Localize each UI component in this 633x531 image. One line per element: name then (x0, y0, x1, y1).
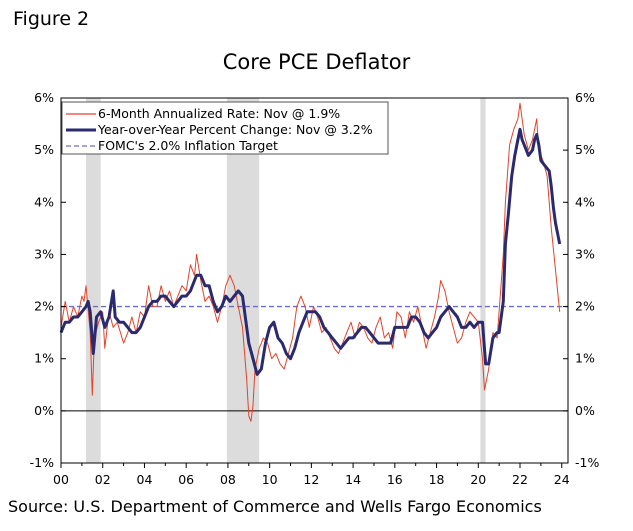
y-axis-right: 6% 5% 4% 3% 2% 1% 0% -1% (563, 90, 599, 470)
chart-title: Core PCE Deflator (222, 50, 411, 74)
legend-box (61, 101, 389, 155)
x-tick-label: 00 (53, 472, 69, 487)
recession-shading (86, 98, 486, 463)
x-tick-label: 02 (95, 472, 111, 487)
y-tick-right-label: 4% (575, 194, 595, 209)
y-tick-left-label: 1% (34, 351, 54, 366)
figure-label: Figure 2 (13, 8, 90, 30)
y-tick-left-label: 4% (34, 194, 54, 209)
y-tick-left-label: 0% (34, 403, 54, 418)
recession-band-0 (86, 98, 101, 463)
y-tick-right-label: 0% (575, 403, 595, 418)
x-axis: 00 02 04 06 08 10 12 14 16 18 20 22 24 (53, 463, 570, 487)
x-tick-label: 14 (345, 472, 361, 487)
y-tick-right-label: 5% (575, 142, 595, 157)
y-tick-left-label: 3% (34, 246, 54, 261)
y-tick-right-label: -1% (575, 455, 599, 470)
y-axis-left: 6% 5% 4% 3% 2% 1% 0% -1% (30, 90, 66, 470)
source-note: Source: U.S. Department of Commerce and … (8, 497, 542, 516)
legend-label-six-month: 6-Month Annualized Rate: Nov @ 1.9% (98, 106, 340, 121)
x-tick-label: 20 (470, 472, 486, 487)
y-tick-right-label: 1% (575, 351, 595, 366)
series-six-month-line (60, 102, 561, 422)
x-tick-label: 18 (429, 472, 445, 487)
plot-frame (60, 97, 569, 464)
recession-band-2 (480, 98, 486, 463)
series-yoy-line (59, 127, 562, 376)
x-tick-label: 10 (262, 472, 278, 487)
x-tick-label: 12 (303, 472, 319, 487)
x-tick-label: 06 (178, 472, 194, 487)
y-tick-left-label: 6% (34, 90, 54, 105)
x-tick-label: 08 (220, 472, 236, 487)
y-tick-right-label: 2% (575, 299, 595, 314)
legend-label-target: FOMC's 2.0% Inflation Target (98, 138, 278, 153)
y-tick-left-label: 5% (34, 142, 54, 157)
y-tick-left-label: 2% (34, 299, 54, 314)
legend-label-yoy: Year-over-Year Percent Change: Nov @ 3.2… (97, 122, 373, 137)
x-tick-label: 04 (137, 472, 153, 487)
y-tick-right-label: 3% (575, 246, 595, 261)
x-tick-label: 22 (512, 472, 528, 487)
x-tick-label: 24 (554, 472, 570, 487)
y-tick-right-label: 6% (575, 90, 595, 105)
legend: 6-Month Annualized Rate: Nov @ 1.9% Year… (61, 101, 389, 155)
y-tick-left-label: -1% (30, 455, 54, 470)
x-tick-label: 16 (387, 472, 403, 487)
